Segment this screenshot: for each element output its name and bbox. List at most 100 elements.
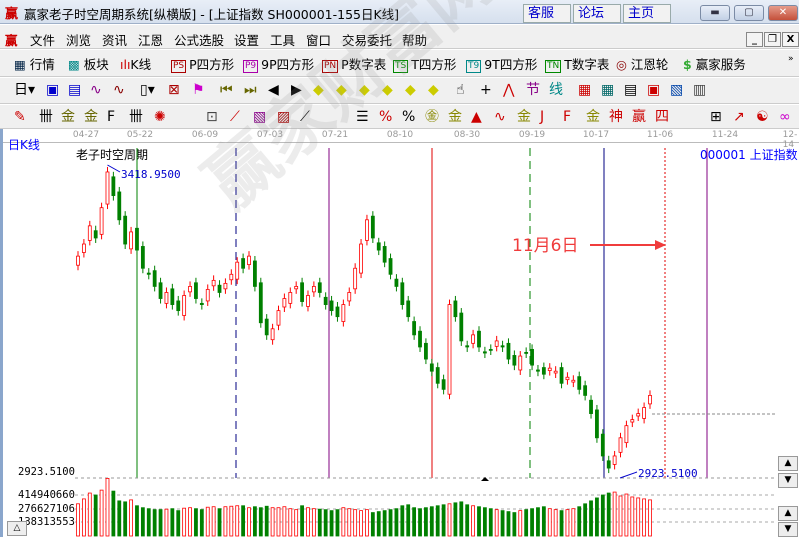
grid-lines-icon[interactable]: 卌	[39, 109, 53, 125]
calendar-icon[interactable]: ▦	[578, 82, 592, 98]
j-angle-icon[interactable]: J	[540, 109, 545, 125]
scroll-down-button[interactable]: ▼	[778, 473, 798, 488]
menu-formula[interactable]: 公式选股	[174, 33, 225, 48]
gold-level-icon[interactable]: 金	[517, 109, 531, 125]
pattern9-icon[interactable]: ∿	[113, 82, 125, 98]
f-angle-icon[interactable]: F	[563, 109, 572, 125]
wave-icon[interactable]: 线	[549, 82, 563, 98]
mdi-minimize-button[interactable]: _	[746, 32, 763, 47]
gold-ratio-icon[interactable]: 金	[448, 109, 462, 125]
last-icon[interactable]: ⏭	[244, 82, 257, 98]
shift-left-icon[interactable]: ◆	[313, 82, 324, 98]
close-button[interactable]: ✕	[768, 5, 798, 21]
radar-icon[interactable]: ✺	[154, 109, 166, 125]
gann-box-icon[interactable]: ▧	[253, 109, 267, 125]
fib-lines-icon[interactable]: F	[107, 109, 116, 125]
homepage-link[interactable]: 主页	[623, 4, 671, 23]
notes-icon[interactable]: ▤	[68, 82, 82, 98]
percent-icon[interactable]: %	[379, 109, 393, 125]
forward-icon[interactable]: ▶	[291, 82, 302, 98]
ruler-icon[interactable]: ☰	[356, 109, 369, 125]
win-angle-icon[interactable]: 赢	[632, 109, 646, 125]
gann-square-icon[interactable]: ▨	[277, 109, 291, 125]
scroll-up-button[interactable]: ▲	[778, 456, 798, 471]
winner-service-button[interactable]: $ 赢家服务	[683, 57, 746, 72]
gold-lines-icon[interactable]: 金	[61, 109, 75, 125]
high-price-label: 3418.9500	[121, 168, 181, 181]
chart-style-icon[interactable]: ▣	[46, 82, 60, 98]
four-angle-icon[interactable]: 四	[655, 109, 669, 125]
printer-icon[interactable]: ▥	[693, 82, 707, 98]
kline-button[interactable]: ılıK线	[120, 57, 152, 72]
percent-lines-icon[interactable]: %	[402, 109, 416, 125]
map-icon[interactable]: ⊠	[168, 82, 180, 98]
sectors-button[interactable]: ▩ 板块	[68, 57, 109, 72]
god-angle-icon[interactable]: 神	[609, 109, 623, 125]
line-tool-icon[interactable]: ⋀	[503, 82, 515, 98]
gold-angle-icon[interactable]: 金	[586, 109, 600, 125]
menu-trade[interactable]: 交易委托	[342, 33, 393, 48]
network-icon[interactable]: ▧	[670, 82, 684, 98]
p-square-button[interactable]: PS P四方形	[171, 57, 235, 73]
support-link[interactable]: 客服	[523, 4, 571, 23]
toolbar-more-icon[interactable]: »	[788, 54, 794, 64]
menu-help[interactable]: 帮助	[402, 33, 428, 48]
notepad-icon[interactable]: ▤	[624, 82, 638, 98]
infinity-icon[interactable]: ∞	[779, 109, 791, 125]
fan-icon[interactable]: ⟋	[230, 109, 240, 125]
panel-up-button[interactable]: ▲	[778, 506, 798, 521]
calculator-icon[interactable]: ▦	[601, 82, 615, 98]
back-icon[interactable]: ◀	[268, 82, 279, 98]
menu-browse[interactable]: 浏览	[66, 33, 92, 48]
marker-icon[interactable]: ▲	[471, 109, 482, 125]
save-icon[interactable]: ▣	[647, 82, 661, 98]
cycle-lines-icon[interactable]: 卌	[129, 109, 143, 125]
section-icon[interactable]: 节	[526, 82, 540, 98]
gann-wheel-button[interactable]: ◎ 江恩轮	[616, 57, 669, 72]
expand-panel-button[interactable]: △	[7, 521, 27, 536]
volume-bar	[388, 509, 393, 537]
first-icon[interactable]: ⏮	[220, 82, 233, 98]
trend-icon[interactable]: ↗	[733, 109, 745, 125]
period-day-icon[interactable]: 日▾	[14, 82, 36, 98]
menu-tools[interactable]: 工具	[270, 33, 296, 48]
forum-link[interactable]: 论坛	[573, 4, 621, 23]
candle-type-icon[interactable]: ▯▾	[140, 82, 155, 98]
gold-lines2-icon[interactable]: 金	[84, 109, 98, 125]
menu-gann[interactable]: 江恩	[138, 33, 164, 48]
menu-settings[interactable]: 设置	[234, 33, 260, 48]
gold-circle-icon[interactable]: ㊎	[425, 109, 439, 125]
sine-icon[interactable]: ∿	[494, 109, 506, 125]
zoom-in-icon[interactable]: ◆	[382, 82, 393, 98]
crosshair-icon[interactable]: +	[480, 82, 492, 98]
quotes-button[interactable]: ▦ 行情	[14, 57, 55, 72]
menu-news[interactable]: 资讯	[102, 33, 128, 48]
pen-icon[interactable]: ✎	[14, 109, 26, 125]
yin-yang-icon[interactable]: ☯	[756, 109, 769, 125]
angle-fan-icon[interactable]: ⟋	[300, 109, 310, 125]
box-icon[interactable]: ⊡	[206, 109, 218, 125]
zoom-out-icon[interactable]: ◆	[359, 82, 370, 98]
pattern3-icon[interactable]: ∿	[90, 82, 102, 98]
menu-window[interactable]: 窗口	[306, 33, 332, 48]
grid-overlay-icon[interactable]: ⊞	[710, 109, 722, 125]
volume-bar	[518, 510, 523, 537]
hand-icon[interactable]: ☝	[456, 82, 465, 98]
shrink-icon[interactable]: ◆	[428, 82, 439, 98]
flag-icon[interactable]: ⚑	[192, 82, 205, 98]
t-square-button[interactable]: TS T四方形	[393, 57, 457, 73]
maximize-button[interactable]: ▢	[734, 5, 764, 21]
expand-icon[interactable]: ◆	[405, 82, 416, 98]
9p-square-button[interactable]: P9 9P四方形	[243, 57, 315, 73]
candle-body	[335, 306, 340, 318]
shift-right-icon[interactable]: ◆	[336, 82, 347, 98]
menu-file[interactable]: 文件	[30, 33, 56, 48]
p-number-table-button[interactable]: PN P数字表	[322, 57, 387, 73]
9t-square-button[interactable]: T9 9T四方形	[466, 57, 538, 73]
minimize-button[interactable]: ▬	[700, 5, 730, 21]
volume-bar	[365, 509, 369, 537]
t-number-table-button[interactable]: TN T数字表	[545, 57, 610, 73]
mdi-restore-button[interactable]: ❐	[764, 32, 781, 47]
panel-down-button[interactable]: ▼	[778, 522, 798, 537]
